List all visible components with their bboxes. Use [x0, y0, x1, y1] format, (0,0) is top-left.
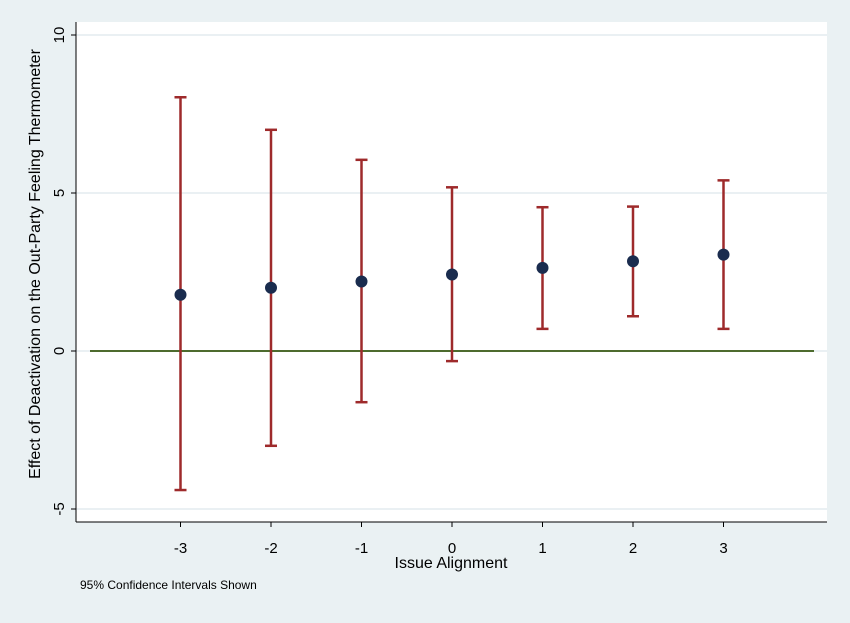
chart-note: 95% Confidence Intervals Shown: [80, 578, 257, 592]
point-estimate: [174, 288, 187, 301]
y-tick-label: 10: [51, 27, 68, 44]
point-estimates: [174, 248, 730, 301]
x-axis-title: Issue Alignment: [395, 555, 509, 572]
axes: -5 0 5 10 -3 -2 -1 0 1 2 3: [51, 22, 827, 557]
x-tick-label: 0: [448, 540, 456, 557]
point-estimate: [446, 268, 458, 281]
y-tick-label: 5: [51, 189, 68, 197]
x-tick-label: 3: [719, 540, 727, 557]
y-axis-title: Effect of Deactivation on the Out-Party …: [27, 48, 44, 479]
x-tick-label: -1: [355, 540, 368, 557]
x-tick-label: -3: [174, 540, 187, 557]
x-tick-label: 1: [538, 540, 546, 557]
point-estimate: [265, 281, 277, 294]
point-estimate: [627, 255, 639, 268]
y-tick-label: -5: [51, 502, 68, 515]
x-tick-label: -2: [264, 540, 277, 557]
point-estimate: [717, 248, 730, 261]
point-estimate: [355, 275, 368, 288]
y-tick-label: 0: [51, 347, 68, 355]
point-estimate: [536, 261, 549, 274]
x-tick-label: 2: [629, 540, 637, 557]
